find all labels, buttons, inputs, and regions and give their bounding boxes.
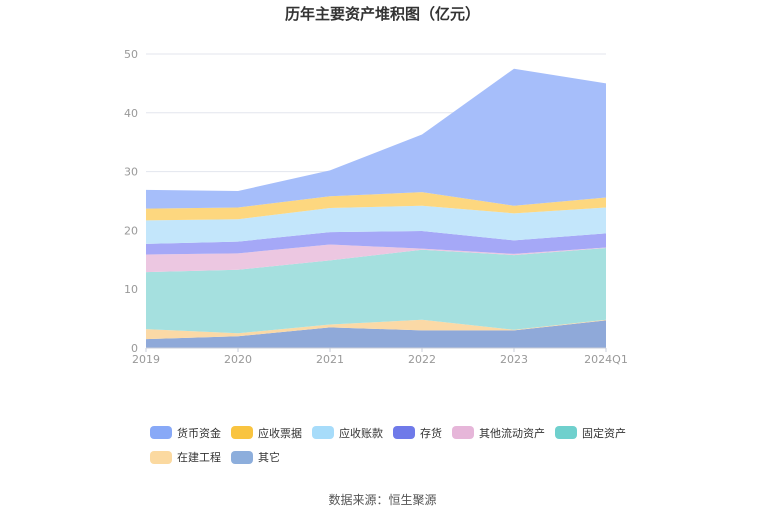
legend-swatch — [393, 426, 415, 439]
stacked-area-chart: 0 10 20 30 40 50 2019 2020 2021 2022 2023 2024Q1 — [124, 48, 628, 366]
x-tick-label: 2021 — [316, 353, 344, 366]
area-series-应收票据 — [146, 192, 606, 221]
x-tick-label: 2024Q1 — [584, 353, 628, 366]
y-tick-label: 10 — [124, 283, 138, 296]
x-tick-label: 2022 — [408, 353, 436, 366]
area-series-在建工程 — [146, 319, 606, 340]
y-tick-label: 20 — [124, 224, 138, 237]
x-tick-label: 2020 — [224, 353, 252, 366]
y-tick-label: 0 — [131, 342, 138, 355]
area-series-其他流动资产 — [146, 244, 606, 273]
y-tick-label: 50 — [124, 48, 138, 61]
y-tick-label: 30 — [124, 166, 138, 179]
legend-label: 在建工程 — [177, 451, 221, 464]
area-series-货币资金 — [146, 68, 606, 209]
legend-item[interactable]: 存货 — [393, 425, 442, 441]
legend-label: 其它 — [258, 451, 280, 464]
legend-label: 固定资产 — [582, 426, 626, 440]
legend-swatch — [231, 426, 253, 439]
legend-item[interactable]: 其他流动资产 — [452, 425, 545, 441]
chart-legend: 货币资金 应收票据 应收账款 存货 其他流动资产 固定资产在建工程 其它 — [150, 424, 670, 473]
legend-item[interactable]: 应收票据 — [231, 425, 302, 441]
chart-title: 历年主要资产堆积图（亿元） — [284, 5, 480, 23]
legend-label: 存货 — [420, 426, 442, 440]
y-tick-label: 40 — [124, 107, 138, 120]
area-series-固定资产 — [146, 248, 606, 334]
legend-swatch — [150, 426, 172, 439]
legend-label: 货币资金 — [177, 426, 221, 440]
legend-swatch — [452, 426, 474, 439]
legend-item[interactable]: 其它 — [231, 449, 280, 465]
x-tick-label: 2023 — [500, 353, 528, 366]
data-source-note: 数据来源：恒生聚源 — [328, 493, 437, 507]
area-series-其它 — [146, 320, 606, 348]
x-tick-label: 2019 — [132, 353, 160, 366]
legend-swatch — [555, 426, 577, 439]
legend-item[interactable]: 固定资产 — [555, 425, 626, 441]
legend-swatch — [231, 450, 253, 464]
legend-item[interactable]: 在建工程 — [150, 449, 221, 465]
area-series-应收账款 — [146, 205, 606, 244]
legend-swatch — [150, 450, 172, 464]
legend-label: 应收账款 — [339, 426, 383, 440]
legend-swatch — [312, 426, 334, 439]
legend-item[interactable]: 应收账款 — [312, 425, 383, 441]
legend-label: 其他流动资产 — [479, 426, 545, 440]
legend-label: 应收票据 — [258, 426, 302, 440]
area-series-存货 — [146, 230, 606, 255]
legend-item[interactable]: 货币资金 — [150, 425, 221, 441]
